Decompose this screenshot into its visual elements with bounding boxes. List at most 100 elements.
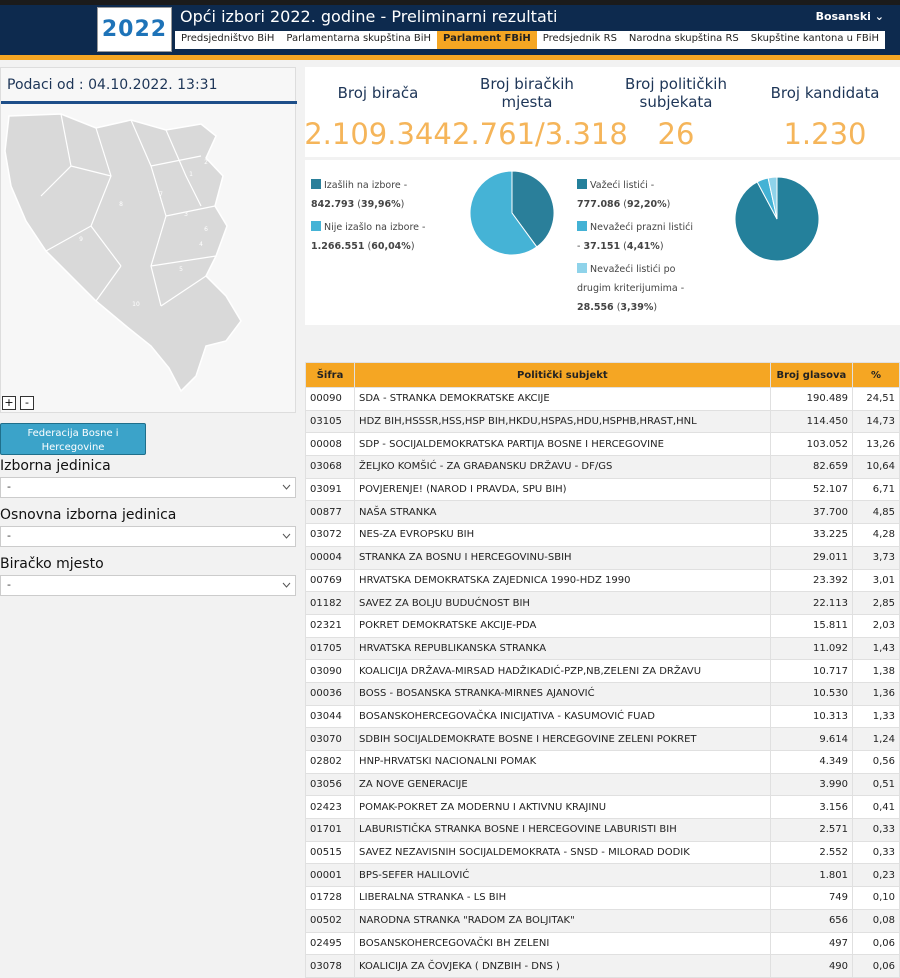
nav-tabs: Predsjedništvo BiH Parlamentarna skupštin…	[175, 31, 886, 49]
select[interactable]: -	[0, 477, 296, 498]
select-value: -	[7, 480, 11, 493]
party-name: LIBERALNA STRANKA - LS BIH	[354, 886, 771, 910]
party-code: 02321	[304, 613, 356, 638]
stat-label: Broj birača	[337, 84, 419, 102]
party-name: SAVEZ ZA BOLJU BUDUĆNOST BIH	[354, 591, 771, 615]
zoom-out-button[interactable]: -	[20, 396, 34, 410]
stat-label: Broj biračkih mjesta	[480, 75, 574, 111]
party-code: 00008	[304, 432, 356, 457]
party-code: 01701	[304, 818, 356, 842]
vote-percent: 0,06	[852, 931, 900, 956]
vote-count: 23.392	[769, 568, 854, 593]
table-row: 02321 POKRET DEMOKRATSKE AKCIJE-PDA 15.811…	[304, 613, 900, 638]
legend-label: Izašlih na izbore	[324, 180, 401, 191]
stat-label: Broj političkih subjekata	[625, 75, 727, 111]
table-row: 03105 HDZ BIH,HSSSR,HSS,HSP BIH,HKDU,HSPA…	[304, 409, 900, 434]
vote-count: 497	[769, 931, 854, 956]
table-row: 00008 SDP - SOCIJALDEMOKRATSKA PARTIJA BO…	[304, 432, 900, 457]
table-body: 00090 SDA - STRANKA DEMOKRATSKE AKCIJE 190…	[304, 387, 900, 978]
select-value: -	[7, 578, 11, 591]
filter-label: Izborna jedinica	[0, 458, 111, 474]
map-label: 4	[199, 241, 203, 248]
party-code: 03070	[304, 727, 356, 751]
nav-tab[interactable]: Narodna skupština RS	[628, 33, 739, 44]
party-name: POKRET DEMOKRATSKE AKCIJE-PDA	[354, 613, 771, 638]
party-name: HDZ BIH,HSSSR,HSS,HSP BIH,HKDU,HSPAS,HDU…	[354, 409, 771, 434]
table-row: 03070 SDBIH SOCIJALDEMOKRATE BOSNE I HERC…	[304, 727, 900, 751]
entity-button[interactable]: Federacija Bosne i Hercegovine	[0, 423, 146, 455]
map-region[interactable]	[4, 113, 242, 393]
vote-count: 33.225	[769, 523, 854, 547]
select[interactable]: -	[0, 526, 296, 547]
table-row: 03090 KOALICIJA DRŽAVA-MIRSAD HADŽIKADIĆ-…	[304, 659, 900, 683]
party-name: NARODNA STRANKA "RADOM ZA BOLJITAK"	[354, 908, 771, 933]
table-row: 02495 BOSANSKOHERCEGOVAČKI BH ZELENI 497 0,…	[304, 931, 900, 956]
legend-count: 37.151	[583, 241, 621, 252]
map-label: 9	[79, 236, 83, 243]
vote-percent: 10,64	[852, 455, 900, 479]
vote-percent: 4,85	[852, 500, 900, 525]
vote-count: 656	[769, 908, 854, 933]
vote-count: 4.349	[769, 750, 854, 774]
vote-percent: 0,08	[852, 908, 900, 933]
party-name: ZA NOVE GENERACIJE	[354, 772, 771, 797]
chevron	[282, 533, 291, 539]
nav-tab[interactable]: Skupštine kantona u FBiH	[750, 33, 880, 44]
column-header: Politički subjekt	[354, 362, 771, 388]
vote-percent: 3,01	[852, 568, 900, 593]
language[interactable]: Bosanski	[815, 10, 871, 23]
legend-item: Nevažeći listići po drugim kriterijumima…	[577, 263, 685, 313]
logo[interactable]: 2022	[97, 7, 172, 52]
vote-percent: 24,51	[852, 387, 900, 411]
table-row: 03072 NES-ZA EVROPSKU BIH 33.225 4,28	[304, 523, 900, 547]
party-name: BOSANSKOHERCEGOVAČKI BH ZELENI	[354, 931, 771, 956]
filter-label: Osnovna izborna jedinica	[0, 507, 177, 523]
vote-count: 9.614	[769, 727, 854, 751]
party-name: HNP-HRVATSKI NACIONALNI POMAK	[354, 750, 771, 774]
party-code: 00502	[304, 908, 356, 933]
vote-count: 11.092	[769, 636, 854, 661]
vote-count: 10.530	[769, 681, 854, 706]
select[interactable]: -	[0, 575, 296, 596]
table-row: 01705 HRVATSKA REPUBLIKANSKA STRANKA 11.09…	[304, 636, 900, 661]
zoom-in-button[interactable]: +	[2, 396, 16, 410]
table-row: 01182 SAVEZ ZA BOLJU BUDUĆNOST BIH 22.113 2…	[304, 591, 900, 615]
vote-percent: 1,38	[852, 659, 900, 683]
select-arrow	[282, 582, 291, 588]
pie-chart	[734, 176, 820, 262]
party-code: 03056	[304, 772, 356, 797]
map-label: 1	[189, 171, 193, 178]
party-name: BOSS - BOSANSKA STRANKA-MIRNES AJANOVIĆ	[354, 681, 771, 706]
stat-value: 2.109.344	[304, 117, 452, 151]
vote-count: 1.801	[769, 863, 854, 888]
vote-count: 52.107	[769, 477, 854, 502]
table-row: 03091 POVJERENJE! (NAROD I PRAVDA, SPU BI…	[304, 477, 900, 502]
party-code: 03091	[304, 477, 356, 502]
nav-tab[interactable]: Parlamentarna skupština BiH	[286, 33, 432, 44]
party-name: ŽELJKO KOMŠIĆ - ZA GRAĐANSKU DRŽAVU - DF…	[354, 455, 771, 479]
vote-count: 29.011	[769, 545, 854, 570]
legend-item: Važeći listići - 777.086 (92,20%)	[577, 179, 671, 210]
pie-slice	[469, 170, 538, 256]
nav-tab[interactable]: Predsjednik RS	[542, 33, 617, 44]
nav-tab[interactable]: Predsjedništvo BiH	[181, 33, 275, 44]
table-row: 00502 NARODNA STRANKA "RADOM ZA BOLJITAK"…	[304, 908, 900, 933]
select-value: -	[7, 529, 11, 542]
party-code: 00004	[304, 545, 356, 570]
legend-swatch	[311, 179, 321, 189]
party-name: KOALICIJA DRŽAVA-MIRSAD HADŽIKADIĆ-PZP,N…	[354, 659, 771, 683]
map-label: 7	[159, 191, 163, 198]
stat-label: Broj kandidata	[770, 84, 880, 102]
party-name: BOSANSKOHERCEGOVAČKA INICIJATIVA - KASUM…	[354, 704, 771, 729]
table-row: 00001 BPS-SEFER HALILOVIĆ 1.801 0,23	[304, 863, 900, 888]
vote-count: 114.450	[769, 409, 854, 434]
vote-percent: 4,28	[852, 523, 900, 547]
pie-chart	[469, 170, 555, 256]
legend: Izašlih na izbore - 842.793 (39,96%) Nije…	[311, 176, 441, 260]
party-code: 02802	[304, 750, 356, 774]
party-code: 03078	[304, 954, 356, 978]
legend-item: Nije izašlo na izbore - 1.266.551 (60,04…	[311, 221, 426, 252]
party-code: 03044	[304, 704, 356, 729]
language-selector[interactable]: Bosanski ⌄	[815, 10, 884, 23]
nav-tab[interactable]: Parlament FBiH	[437, 31, 537, 49]
